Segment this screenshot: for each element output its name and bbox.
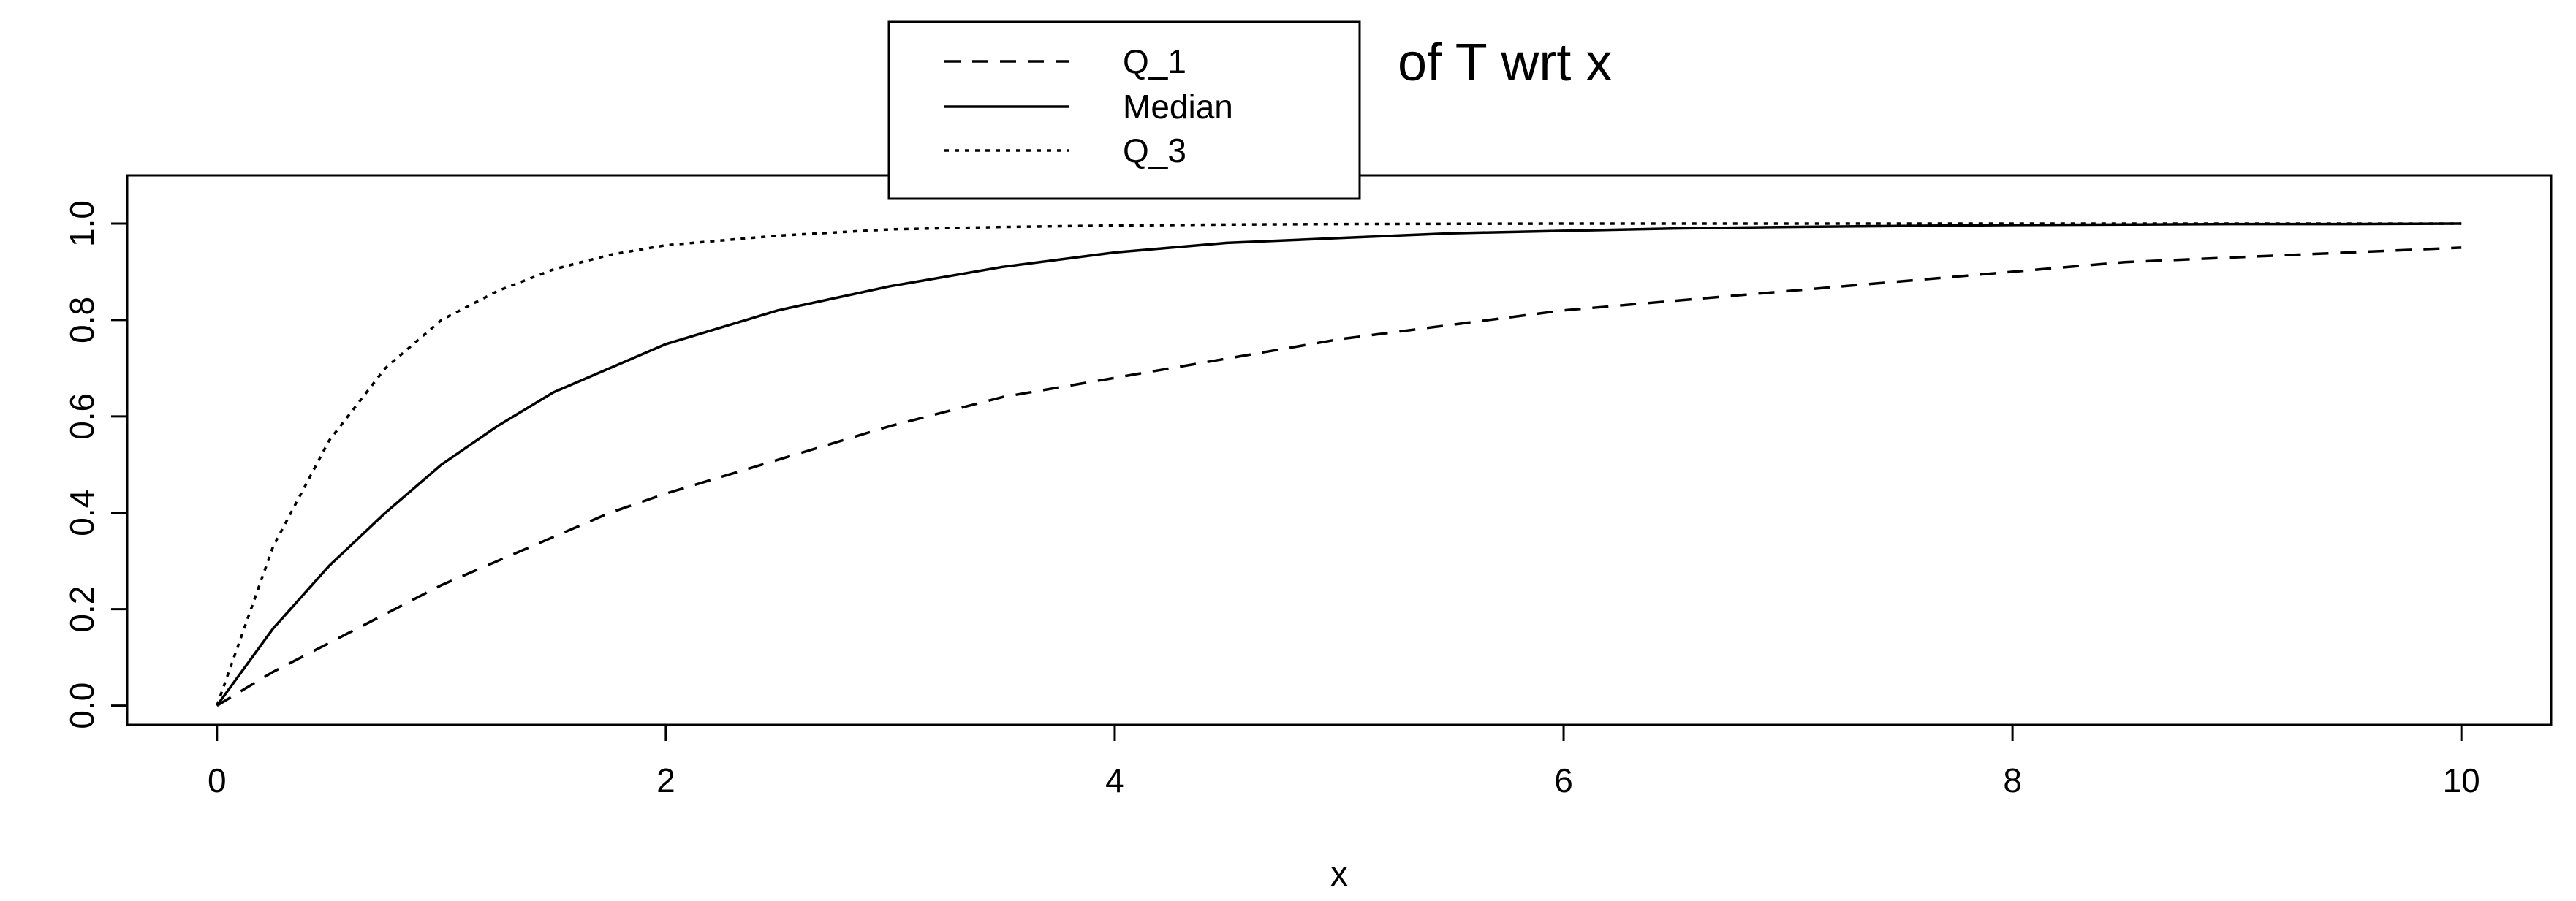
y-tick-label: 0.4	[63, 490, 101, 536]
chart-title: of T wrt x	[1398, 34, 1612, 92]
legend-label: Median	[1123, 88, 1233, 126]
y-tick-label: 0.8	[63, 297, 101, 343]
x-tick-label: 0	[208, 761, 227, 799]
legend-label: Q_1	[1123, 42, 1186, 80]
x-tick-label: 6	[1554, 761, 1573, 799]
plot-frame	[126, 174, 2553, 726]
series-line-q-3	[216, 222, 2462, 707]
x-tick-label: 4	[1105, 761, 1124, 799]
y-tick-label: 0.6	[63, 393, 101, 440]
series-layer	[216, 222, 2462, 707]
x-axis: 0 2 4 6 8 10	[208, 725, 2480, 799]
x-axis-label: x	[1330, 855, 1348, 894]
y-tick-label: 1.0	[63, 200, 101, 247]
legend-box	[887, 20, 1361, 200]
x-tick-label: 8	[2003, 761, 2022, 799]
legend: Q_1 Median Q_3	[887, 20, 1361, 200]
x-tick-label: 10	[2443, 761, 2480, 799]
y-axis: 0.0 0.2 0.4 0.6 0.8 1.0	[63, 200, 127, 729]
y-tick-label: 0.0	[63, 683, 101, 729]
series-line-q-1	[216, 246, 2462, 707]
y-tick-label: 0.2	[63, 586, 101, 633]
series-line-median	[216, 222, 2462, 707]
x-tick-label: 2	[656, 761, 675, 799]
legend-items: Q_1 Median Q_3	[944, 42, 1233, 170]
legend-label: Q_3	[1123, 132, 1186, 170]
